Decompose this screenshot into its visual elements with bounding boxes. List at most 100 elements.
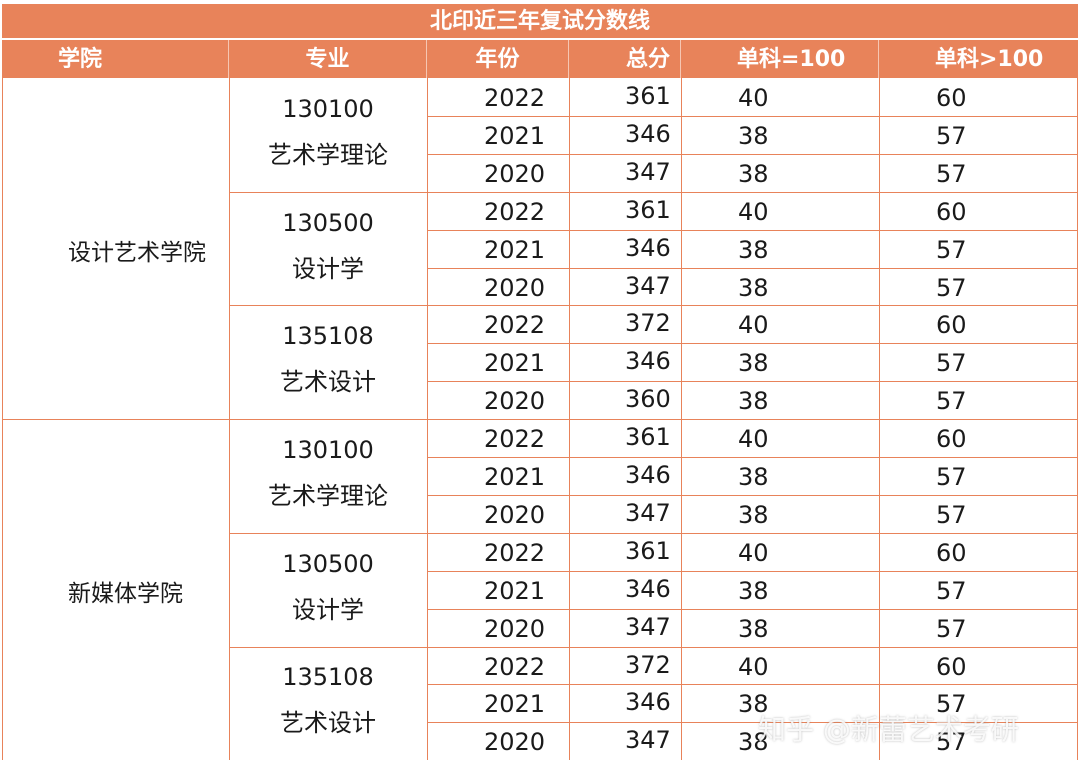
row-divider	[427, 153, 1078, 155]
row-divider	[427, 722, 1078, 724]
year-cell: 2022	[484, 84, 546, 112]
single-100-cell: 38	[738, 387, 769, 416]
major-divider	[229, 646, 1078, 648]
single-100-cell: 38	[738, 728, 769, 757]
row-divider	[427, 570, 1078, 572]
single-100-cell: 38	[738, 576, 769, 605]
total-cell: 347	[625, 726, 671, 755]
year-cell: 2020	[484, 273, 546, 302]
major-divider	[229, 305, 1078, 307]
total-cell: 347	[625, 498, 671, 527]
total-cell: 372	[625, 309, 671, 338]
header-single-gt100: 单科>100	[935, 47, 1044, 72]
single-gt100-cell: 57	[936, 159, 967, 188]
year-cell: 2022	[484, 425, 546, 454]
college-divider	[2, 419, 1078, 421]
single-100-cell: 40	[738, 652, 769, 681]
single-gt100-cell: 57	[936, 463, 967, 491]
year-cell: 2020	[484, 500, 546, 529]
major-name: 艺术学理论	[268, 140, 388, 169]
total-cell: 347	[625, 271, 671, 300]
year-cell: 2021	[484, 349, 546, 378]
column-divider	[681, 78, 682, 761]
single-100-cell: 38	[738, 273, 769, 302]
major-name: 艺术设计	[280, 368, 376, 397]
major-name: 艺术学理论	[268, 481, 388, 510]
total-cell: 372	[625, 650, 671, 679]
total-cell: 346	[625, 347, 671, 376]
column-divider	[2, 78, 3, 761]
year-cell: 2020	[484, 728, 546, 757]
single-100-cell: 40	[738, 538, 769, 567]
single-100-cell: 38	[738, 349, 769, 378]
year-cell: 2022	[484, 538, 546, 567]
row-divider	[427, 457, 1078, 458]
year-cell: 2021	[484, 235, 546, 264]
total-cell: 360	[625, 385, 671, 414]
single-100-cell: 40	[738, 311, 769, 340]
year-cell: 2022	[484, 197, 546, 226]
major-divider	[229, 532, 1078, 534]
total-cell: 346	[625, 233, 671, 262]
total-cell: 346	[625, 688, 671, 717]
major-name: 艺术设计	[280, 709, 376, 738]
major-name: 设计学	[292, 595, 364, 624]
single-100-cell: 40	[738, 425, 769, 454]
year-cell: 2021	[484, 576, 546, 605]
single-gt100-cell: 57	[936, 349, 967, 378]
single-gt100-cell: 57	[936, 576, 967, 605]
row-divider	[427, 115, 1078, 117]
total-cell: 347	[625, 157, 671, 186]
year-cell: 2021	[484, 463, 546, 491]
single-100-cell: 38	[738, 159, 769, 188]
single-100-cell: 38	[738, 614, 769, 643]
major-code: 130100	[282, 435, 374, 464]
header-single-100: 单科=100	[681, 40, 879, 78]
row-divider	[427, 608, 1078, 610]
single-gt100-cell: 57	[936, 500, 967, 529]
year-cell: 2022	[484, 311, 546, 340]
row-divider	[427, 494, 1078, 496]
total-cell: 361	[625, 423, 671, 452]
single-gt100-cell: 57	[936, 690, 967, 719]
column-divider	[427, 78, 428, 761]
major-code: 135108	[282, 663, 374, 692]
major-code: 130500	[282, 549, 374, 578]
header-total: 总分	[569, 40, 681, 78]
total-cell: 361	[625, 536, 671, 565]
column-divider	[879, 78, 880, 761]
single-gt100-cell: 57	[936, 728, 967, 757]
major-code: 130500	[282, 208, 374, 237]
total-cell: 346	[625, 119, 671, 148]
single-gt100-cell: 57	[936, 387, 967, 416]
total-cell: 361	[625, 82, 671, 110]
major-name: 设计学	[292, 254, 364, 283]
year-cell: 2020	[484, 387, 546, 416]
header-major: 专业	[229, 40, 427, 78]
single-gt100-cell: 60	[936, 652, 967, 681]
single-100-cell: 38	[738, 121, 769, 150]
year-cell: 2020	[484, 159, 546, 188]
single-gt100-cell: 60	[936, 425, 967, 454]
table-title: 北印近三年复试分数线	[2, 4, 1078, 40]
header-year: 年份	[427, 40, 569, 78]
single-100-cell: 40	[738, 197, 769, 226]
total-cell: 346	[625, 461, 671, 489]
year-cell: 2021	[484, 121, 546, 150]
single-gt100-cell: 60	[936, 197, 967, 226]
column-divider	[229, 78, 230, 761]
total-cell: 347	[625, 612, 671, 641]
major-code: 130100	[282, 94, 374, 123]
single-gt100-cell: 60	[936, 84, 967, 112]
college-name: 设计艺术学院	[68, 239, 206, 266]
college-name: 新媒体学院	[68, 580, 183, 607]
row-divider	[427, 267, 1078, 269]
single-100-cell: 38	[738, 500, 769, 529]
major-code: 135108	[282, 322, 374, 351]
header-row: 学院 专业 年份 总分 单科=100 单科>100	[2, 40, 1078, 78]
single-gt100-cell: 57	[936, 614, 967, 643]
single-100-cell: 38	[738, 690, 769, 719]
single-gt100-cell: 60	[936, 311, 967, 340]
row-divider	[427, 229, 1078, 231]
year-cell: 2022	[484, 652, 546, 681]
